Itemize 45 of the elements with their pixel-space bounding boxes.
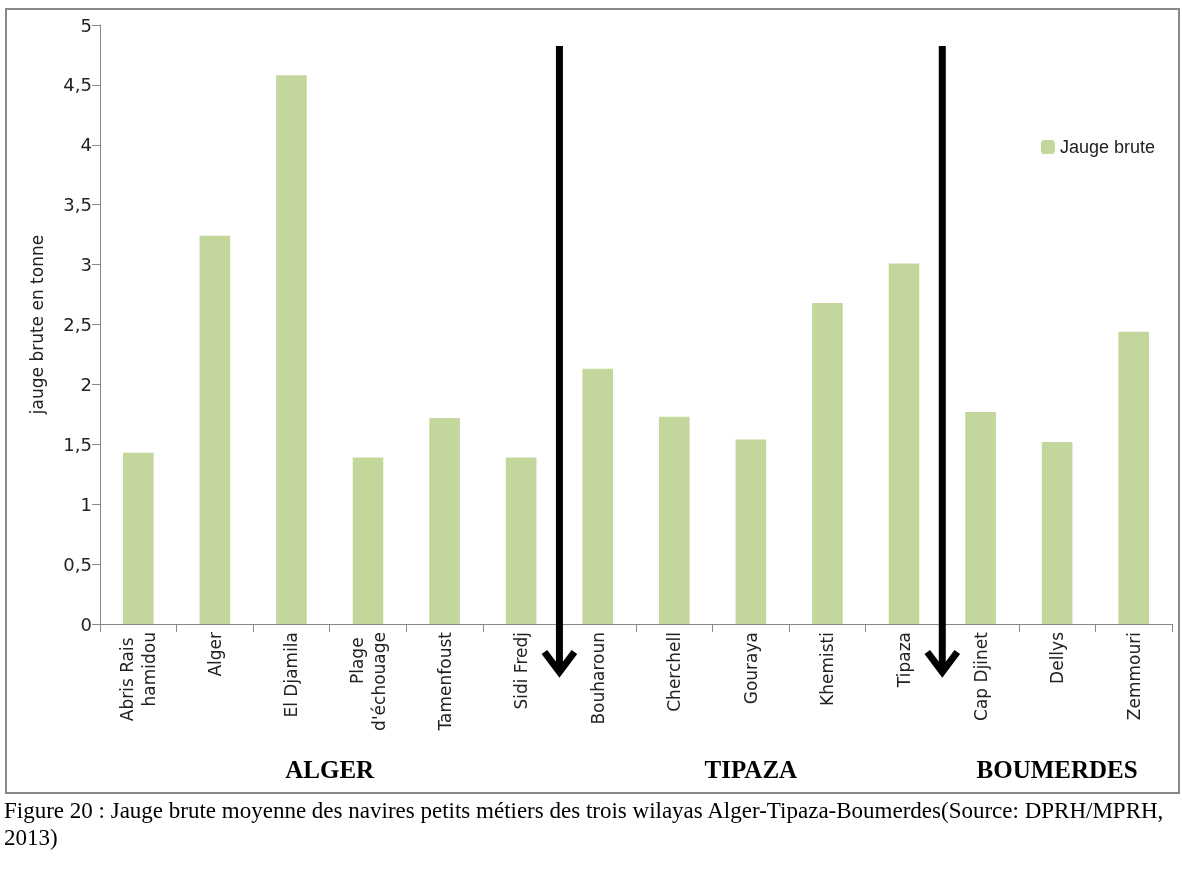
bar [429, 417, 460, 624]
x-tick-label: Tamenfoust [434, 631, 455, 732]
y-axis-title: jauge brute en tonne [26, 234, 47, 416]
legend-label: Jauge brute [1059, 137, 1156, 157]
bar [1041, 441, 1073, 624]
caption: Figure 20 : Jauge brute moyenne des navires petits métiers des trois wilayas Alger-Tipaza-Boumerdes(Source: DPRH/MPRH, 2013) [4, 797, 1165, 851]
bar [735, 439, 767, 624]
x-tick-label: Dellys [1047, 631, 1068, 684]
x-tick-label: Plage d'échouage [347, 632, 389, 731]
y-tick-label: 2 [80, 373, 92, 395]
bar [658, 416, 690, 624]
text: BOUMERDES [976, 756, 1138, 784]
x-tick-label: Bouharoun [587, 632, 608, 725]
bar [505, 457, 537, 624]
y-tick-label: 4 [80, 134, 92, 156]
bar [352, 457, 384, 624]
y-tick-label: 1 [80, 493, 92, 515]
bar [1118, 331, 1150, 624]
x-tick-label: Sidi Fredj [511, 632, 532, 710]
text: TIPAZA [704, 756, 798, 784]
text: ALGER [285, 756, 375, 784]
x-tick-label: Abris Rais hamidou [117, 632, 160, 722]
y-tick-label: 2,5 [63, 314, 92, 335]
x-tick-label: Alger [204, 631, 225, 677]
x-tick-label: Khemisti [817, 632, 838, 706]
y-tick-label: 0 [80, 613, 92, 635]
bar [276, 75, 307, 624]
x-tick-label: Cherchell [664, 632, 685, 712]
y-tick-label: 4,5 [63, 74, 92, 96]
bar [122, 452, 154, 624]
x-tick-label: El Djamila [281, 632, 302, 718]
bar [812, 302, 843, 624]
x-tick-label: Zemmouri [1123, 632, 1144, 721]
y-tick-label: 1,5 [63, 433, 92, 455]
bar [199, 235, 231, 624]
bar [582, 368, 614, 624]
bar [888, 263, 920, 624]
bar [965, 411, 996, 624]
x-tick-label: Gouraya [740, 632, 761, 705]
y-tick-label: 5 [80, 14, 92, 36]
y-tick-label: 3 [80, 254, 92, 276]
y-tick-label: 0,5 [63, 553, 92, 575]
x-tick-label: Tipaza [894, 632, 914, 689]
y-tick-label: 3,5 [63, 194, 92, 216]
x-tick-label: Cap Djinet [970, 631, 991, 721]
